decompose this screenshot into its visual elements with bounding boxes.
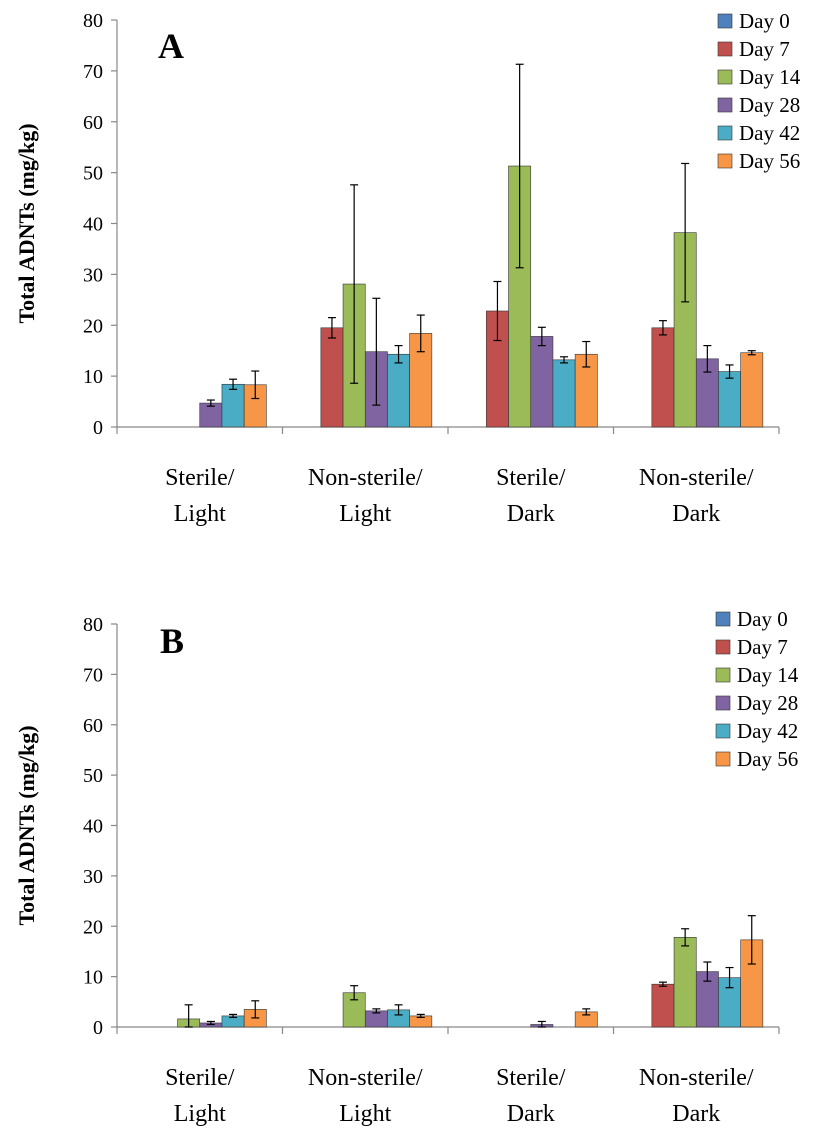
category-label: Non-sterile/: [639, 465, 754, 491]
panel-letter: B: [160, 621, 184, 661]
category-label: Light: [174, 1101, 226, 1127]
bar: [651, 983, 675, 1028]
category-label: Dark: [672, 1101, 720, 1127]
legend-swatch: [717, 97, 733, 113]
y-tick-label: 60: [83, 715, 103, 737]
legend-swatch: [715, 723, 731, 739]
category-label: Light: [339, 1101, 391, 1127]
category-label: Light: [174, 501, 226, 527]
legend-label: Day 14: [739, 65, 801, 89]
y-tick-label: 20: [83, 315, 103, 337]
legend-swatch: [717, 69, 733, 85]
legend-label: Day 0: [737, 607, 788, 631]
legend-swatch: [715, 667, 731, 683]
category-label: Non-sterile/: [308, 1065, 423, 1091]
legend-label: Day 0: [739, 9, 790, 33]
bar: [552, 359, 576, 428]
legend-swatch: [717, 41, 733, 57]
category-label: Sterile/: [496, 465, 566, 491]
y-tick-label: 50: [83, 163, 103, 185]
y-tick-label: 30: [83, 866, 103, 888]
bar: [740, 352, 764, 428]
category-label: Sterile/: [165, 465, 235, 491]
category-label: Dark: [507, 1101, 555, 1127]
legend-label: Day 42: [739, 121, 800, 145]
category-label: Sterile/: [165, 1065, 235, 1091]
legend-swatch: [715, 611, 731, 627]
y-tick-label: 70: [83, 664, 103, 686]
legend-label: Day 42: [737, 719, 798, 743]
legend-swatch: [715, 751, 731, 767]
bar: [718, 371, 741, 428]
bar: [221, 383, 245, 428]
bar: [673, 937, 697, 1028]
panel-a-chart: 0 10 20 30 40 50 60 70 80 Sterile/Light Non-steril…: [14, 9, 801, 527]
legend-label: Day 7: [739, 37, 790, 61]
y-tick-label: 40: [83, 214, 103, 236]
y-tick-label: 40: [83, 816, 103, 838]
y-tick-label: 60: [83, 112, 103, 134]
legend-swatch: [717, 13, 733, 29]
y-axis-title: Total ADNTs (mg/kg): [14, 123, 39, 323]
category-label: Sterile/: [496, 1065, 566, 1091]
category-label: Non-sterile/: [308, 465, 423, 491]
category-label: Dark: [507, 501, 555, 527]
bar: [387, 353, 410, 428]
legend-label: Day 28: [737, 691, 798, 715]
y-tick-label: 80: [83, 614, 103, 636]
legend-label: Day 28: [739, 93, 800, 117]
legend-label: Day 14: [737, 663, 799, 687]
category-label: Non-sterile/: [639, 1065, 754, 1091]
y-tick-label: 20: [83, 916, 103, 938]
y-tick-label: 10: [83, 366, 103, 388]
y-tick-label: 80: [83, 10, 103, 32]
y-tick-label: 50: [83, 765, 103, 787]
panel-letter: A: [158, 26, 184, 66]
legend-label: Day 56: [737, 747, 798, 771]
category-label: Dark: [672, 501, 720, 527]
bar: [320, 327, 344, 428]
legend-swatch: [717, 125, 733, 141]
legend-swatch: [717, 153, 733, 169]
legend-label: Day 7: [737, 635, 788, 659]
legend-swatch: [715, 639, 731, 655]
y-axis-title: Total ADNTs (mg/kg): [14, 725, 39, 925]
bar: [530, 336, 554, 428]
bar: [651, 327, 675, 428]
legend-swatch: [715, 695, 731, 711]
panel-b-chart: 0 10 20 30 40 50 60 70 80 Sterile/Light Non-steril…: [14, 607, 799, 1127]
y-tick-label: 0: [93, 1017, 103, 1039]
legend-label: Day 56: [739, 149, 800, 173]
category-label: Light: [339, 501, 391, 527]
y-tick-label: 30: [83, 264, 103, 286]
y-tick-label: 0: [93, 417, 103, 439]
y-tick-label: 70: [83, 61, 103, 83]
y-tick-label: 10: [83, 967, 103, 989]
